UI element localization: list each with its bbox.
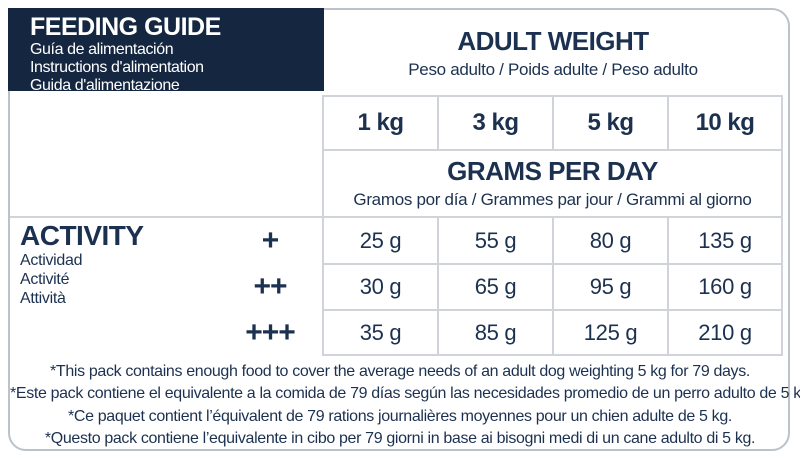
grid-line-v-col1-bottom xyxy=(437,216,439,356)
grams-cell-r3c2: 85 g xyxy=(474,319,517,345)
weight-header-1kg: 1 kg xyxy=(357,109,404,136)
grid-line-v-col1-top xyxy=(437,95,439,151)
activity-header: ACTIVITY Actividad Activité Attività xyxy=(20,221,220,308)
grams-cell-r2c3: 95 g xyxy=(589,274,632,299)
adult-weight-subtitle: Peso adulto / Poids adulte / Peso adulto xyxy=(408,60,698,79)
grams-cell-r1c1: 25 g xyxy=(359,227,402,253)
feeding-guide-subtitle-it: Guida d'alimentazione xyxy=(30,77,180,94)
grams-cell-r1c4: 135 g xyxy=(698,227,752,253)
footnote-en: *This pack contains enough food to cover… xyxy=(50,363,750,380)
grid-line-v-col2-bottom xyxy=(552,216,554,356)
feeding-guide-title: FEEDING GUIDE xyxy=(30,13,221,41)
grid-line-v-col3-top xyxy=(667,95,669,151)
feeding-guide-header: FEEDING GUIDE Guía de alimentación Instr… xyxy=(8,8,324,94)
adult-weight-title: ADULT WEIGHT xyxy=(457,26,649,56)
grams-cell-r3c1: 35 g xyxy=(359,319,402,345)
grams-cell-r1c2: 55 g xyxy=(474,227,517,253)
grams-cell-r1c3: 80 g xyxy=(589,227,632,253)
grams-per-day-title: GRAMS PER DAY xyxy=(447,156,658,186)
card-border xyxy=(8,8,790,451)
activity-level-high: +++ xyxy=(245,315,296,349)
grams-cell-r3c3: 125 g xyxy=(583,319,638,345)
grid-line-v-col3-bottom xyxy=(667,216,669,356)
activity-title: ACTIVITY xyxy=(20,220,144,251)
footnote-es: *Este pack contiene el equivalente a la … xyxy=(10,385,800,403)
weight-header-3kg: 3 kg xyxy=(472,109,519,136)
activity-subtitle-es: Actividad xyxy=(20,252,83,269)
activity-level-low: + xyxy=(261,223,280,257)
activity-level-medium: ++ xyxy=(253,270,287,303)
adult-weight-header: ADULT WEIGHT Peso adulto / Poids adulte … xyxy=(324,14,782,92)
grams-cell-r3c4: 210 g xyxy=(698,319,752,345)
grams-cell-r2c4: 160 g xyxy=(698,274,752,299)
grid-line-v-left xyxy=(322,95,324,356)
footnote-fr: *Ce paquet contient l’équivalent de 79 r… xyxy=(68,407,732,425)
grams-per-day-header: GRAMS PER DAY Gramos por día / Grammes p… xyxy=(324,151,781,215)
weight-header-10kg: 10 kg xyxy=(695,109,755,136)
feeding-guide-subtitle-es: Guía de alimentación xyxy=(30,41,174,58)
footnotes: *This pack contains enough food to cover… xyxy=(10,361,800,451)
grid-line-h-full-divider xyxy=(10,216,783,218)
grid-line-v-right xyxy=(781,95,783,356)
activity-subtitle-fr: Activité xyxy=(20,271,70,288)
grams-cell-r2c1: 30 g xyxy=(359,274,402,299)
grams-cell-r2c2: 65 g xyxy=(474,274,517,299)
activity-subtitle-it: Attività xyxy=(20,290,66,307)
grid-line-v-col2-top xyxy=(552,95,554,151)
footnote-it: *Questo pack contiene l’equivalente in c… xyxy=(44,430,756,448)
grams-per-day-subtitle: Gramos por día / Grammes par jour / Gram… xyxy=(353,190,752,209)
feeding-guide-subtitle-fr: Instructions d'alimentation xyxy=(30,59,204,76)
weight-header-5kg: 5 kg xyxy=(587,109,634,136)
